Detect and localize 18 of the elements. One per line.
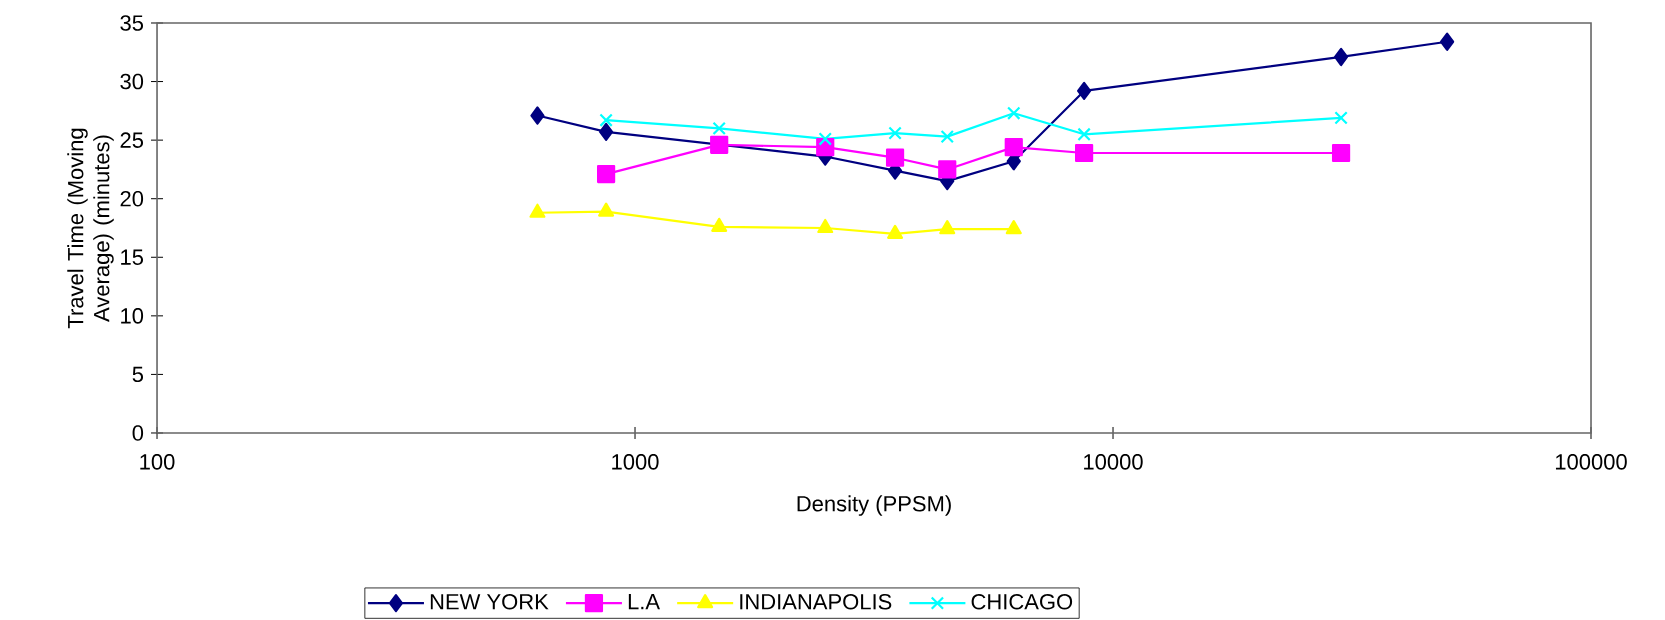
- y-tick-label: 0: [132, 425, 144, 441]
- x-tick-label: 1000: [612, 454, 659, 470]
- y-tick-label: 25: [120, 132, 144, 148]
- legend-label: CHICAGO: [971, 593, 1073, 610]
- y-axis-title: Travel Time (Moving Average) (minutes): [67, 128, 114, 329]
- x-tick-label: 100000: [1555, 454, 1627, 470]
- legend-label: NEW YORK: [430, 593, 549, 610]
- y-tick-label: 15: [121, 249, 144, 265]
- x-axis-title: Density (PPSM): [797, 495, 951, 516]
- y-tick-label: 10: [121, 308, 144, 324]
- y-tick-label: 20: [120, 190, 144, 207]
- x-tick-label: 100: [140, 454, 175, 470]
- y-tick-label: 35: [120, 15, 144, 31]
- x-tick-label: 10000: [1084, 454, 1143, 470]
- legend-label: INDIANAPOLIS: [740, 593, 892, 610]
- y-tick-label: 5: [132, 366, 144, 383]
- legend-label: L.A: [628, 594, 660, 610]
- y-tick-label: 30: [120, 73, 144, 90]
